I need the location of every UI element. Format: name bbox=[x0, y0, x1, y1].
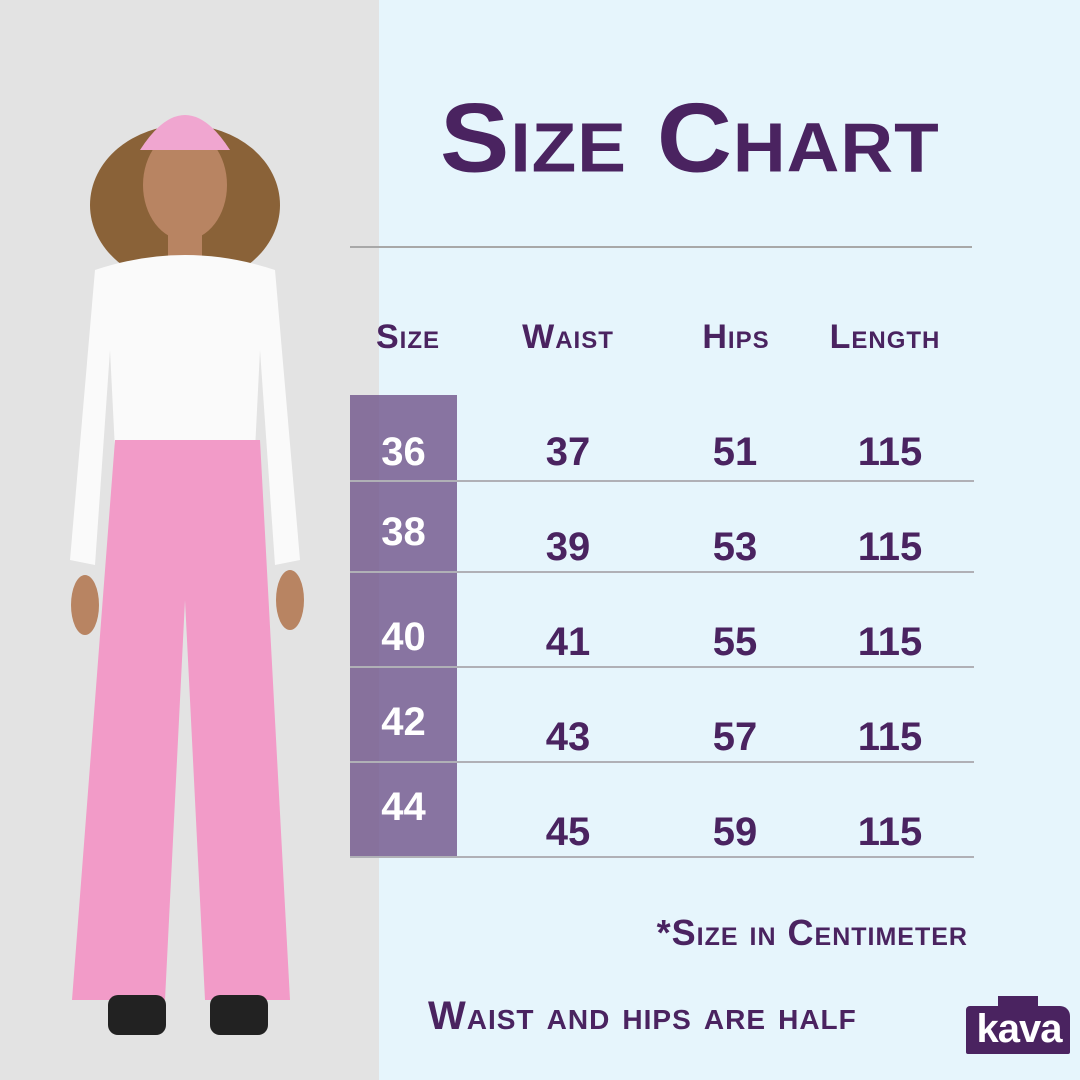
footnote: *Size in Centimeter bbox=[656, 912, 968, 953]
header-waist: Waist bbox=[522, 318, 614, 356]
row-divider bbox=[350, 480, 974, 482]
length-cell: 115 bbox=[857, 715, 923, 759]
row-divider bbox=[350, 761, 974, 763]
hips-cell: 59 bbox=[712, 810, 758, 854]
length-cell: 115 bbox=[857, 620, 923, 664]
hips-cell: 57 bbox=[712, 715, 758, 759]
waist-cell: 37 bbox=[545, 430, 591, 474]
divider bbox=[350, 246, 972, 248]
header-hips: Hips bbox=[702, 318, 770, 356]
row-divider bbox=[350, 666, 974, 668]
waist-cell: 43 bbox=[545, 715, 591, 759]
brand-logo-text: kava bbox=[976, 1007, 1063, 1051]
size-cell: 36 bbox=[381, 430, 426, 474]
half-note: Waist and hips are half bbox=[428, 994, 857, 1038]
brand-logo: kava bbox=[966, 996, 1070, 1054]
page-title: Size Chart bbox=[440, 82, 940, 194]
length-cell: 115 bbox=[857, 430, 923, 474]
size-cell: 44 bbox=[381, 785, 426, 829]
waist-cell: 45 bbox=[545, 810, 591, 854]
model-illustration bbox=[70, 115, 304, 1035]
hips-cell: 51 bbox=[712, 430, 758, 474]
row-divider bbox=[350, 571, 974, 573]
length-cell: 115 bbox=[857, 525, 923, 569]
header-size: Size bbox=[375, 318, 440, 356]
size-cell: 38 bbox=[381, 510, 426, 554]
hips-cell: 55 bbox=[712, 620, 758, 664]
header-length: Length bbox=[829, 318, 941, 356]
waist-cell: 41 bbox=[545, 620, 591, 664]
model-photo bbox=[0, 0, 379, 1080]
size-cell: 40 bbox=[381, 615, 426, 659]
size-column-highlight bbox=[350, 395, 457, 857]
waist-cell: 39 bbox=[545, 525, 591, 569]
size-cell: 42 bbox=[381, 700, 426, 744]
length-cell: 115 bbox=[857, 810, 923, 854]
row-divider bbox=[350, 856, 974, 858]
hips-cell: 53 bbox=[712, 525, 758, 569]
